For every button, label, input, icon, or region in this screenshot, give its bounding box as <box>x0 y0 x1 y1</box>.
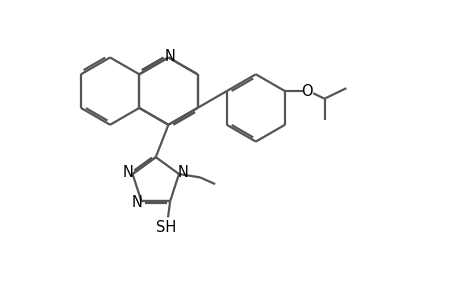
Text: N: N <box>132 195 142 210</box>
Text: SH: SH <box>156 220 176 235</box>
Text: N: N <box>164 49 175 64</box>
Text: O: O <box>300 84 312 99</box>
Text: N: N <box>123 165 134 180</box>
Text: N: N <box>177 165 188 180</box>
